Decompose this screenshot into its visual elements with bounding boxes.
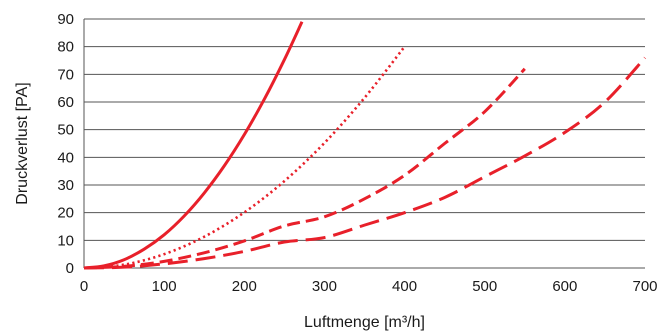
x-tick-label: 100 [152, 278, 177, 295]
grid-lines [83, 18, 645, 269]
series-layer [83, 21, 647, 270]
y-tick-label: 20 [57, 205, 74, 222]
x-tick-label: 500 [472, 278, 497, 295]
series-line-long-dashed [83, 56, 647, 270]
x-tick-label: 400 [392, 278, 417, 295]
y-tick-label: 30 [57, 177, 74, 194]
tick-labels: 0 10 20 30 40 50 60 70 80 90 0 100 200 300 400 500 600 70… [57, 11, 657, 295]
series-line-solid [83, 21, 304, 270]
series-line-dashed [83, 67, 526, 270]
y-tick-label: 80 [57, 39, 74, 56]
x-tick-label: 600 [552, 278, 577, 295]
x-tick-label: 0 [80, 278, 88, 295]
y-tick-label: 90 [57, 11, 74, 28]
x-tick-label: 200 [232, 278, 257, 295]
y-tick-label: 60 [57, 94, 74, 111]
x-axis-title: Luftmenge [m³/h] [304, 314, 425, 331]
x-tick-label: 300 [312, 278, 337, 295]
y-tick-label: 70 [57, 66, 74, 83]
y-tick-label: 10 [57, 232, 74, 249]
y-tick-label: 40 [57, 149, 74, 166]
y-axis-title: Druckverlust [PA] [14, 82, 31, 204]
y-tick-label: 0 [66, 260, 74, 277]
y-tick-label: 50 [57, 122, 74, 139]
x-tick-label: 700 [632, 278, 657, 295]
